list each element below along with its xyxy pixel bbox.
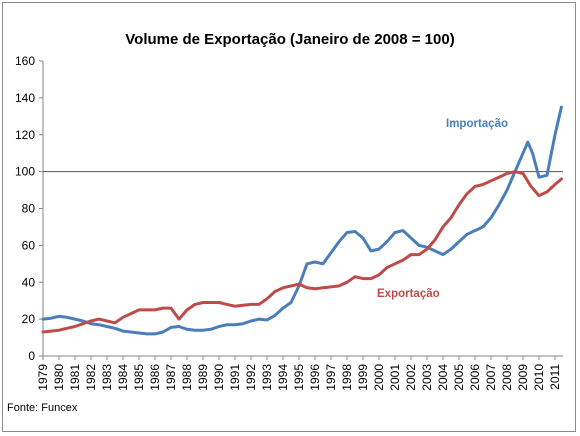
- x-tick-label: 2007: [484, 364, 498, 391]
- x-tick-label: 1997: [324, 364, 338, 391]
- y-tick-label: 40: [22, 275, 36, 289]
- x-tick-label: 1980: [52, 364, 66, 391]
- y-tick-label: 100: [15, 165, 35, 179]
- series-line-importacao: [41, 105, 563, 336]
- x-tick-label: 1984: [116, 364, 130, 391]
- x-tick-label: 1987: [164, 364, 178, 391]
- chart-title: Volume de Exportação (Janeiro de 2008 = …: [125, 31, 454, 48]
- series-layer: [41, 105, 563, 336]
- x-tick-label: 2000: [372, 364, 386, 391]
- x-tick-label: 1983: [100, 364, 114, 391]
- x-tick-label: 1981: [68, 364, 82, 391]
- x-tick-label: 2003: [420, 364, 434, 391]
- y-tick-label: 60: [22, 238, 36, 252]
- y-tick-label: 120: [15, 128, 35, 142]
- x-tick-label: 1988: [180, 364, 194, 391]
- x-tick-label: 1985: [132, 364, 146, 391]
- x-tick-label: 2002: [404, 364, 418, 391]
- y-tick-label: 80: [22, 202, 36, 216]
- x-tick-label: 2006: [468, 364, 482, 391]
- x-axis: 1979 1980 1981 1982 1983 1984 1985 1986 1987 1988…: [36, 355, 563, 391]
- x-tick-label: 2001: [388, 364, 402, 391]
- x-tick-label: 1992: [244, 364, 258, 391]
- x-tick-label: 1999: [356, 364, 370, 391]
- x-tick-label: 2008: [500, 364, 514, 391]
- x-tick-label: 1991: [228, 364, 242, 391]
- chart-frame: [2, 2, 576, 432]
- x-tick-label: 1994: [276, 364, 290, 391]
- x-tick-label: 1993: [260, 364, 274, 391]
- x-tick-label: 1982: [84, 364, 98, 391]
- x-tick-label: 1995: [292, 364, 306, 391]
- x-tick-label: 1998: [340, 364, 354, 391]
- y-tick-label: 140: [15, 91, 35, 105]
- x-tick-label: 1986: [148, 364, 162, 391]
- y-axis: 0 20 40 60 80 100 120 140 160: [15, 54, 44, 363]
- x-tick-label: 2010: [532, 364, 546, 391]
- y-tick-label: 0: [28, 349, 35, 363]
- x-tick-label: 2009: [516, 364, 530, 391]
- series-line-exportacao: [41, 170, 563, 334]
- x-tick-label: 2011: [548, 364, 562, 390]
- y-tick-label: 160: [15, 54, 35, 68]
- x-tick-label: 1996: [308, 364, 322, 391]
- y-tick-label: 20: [22, 312, 36, 326]
- x-tick-label: 2004: [436, 364, 450, 391]
- x-tick-label: 2005: [452, 364, 466, 391]
- x-tick-label: 1990: [212, 364, 226, 391]
- x-tick-label: 1979: [36, 364, 50, 391]
- x-tick-label: 1989: [196, 364, 210, 391]
- series-label-exportacao: Exportação: [377, 288, 440, 300]
- source-note: Fonte: Funcex: [7, 402, 78, 414]
- series-label-importacao: Importação: [446, 118, 508, 130]
